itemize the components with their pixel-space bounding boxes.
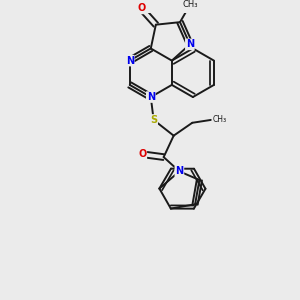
Text: N: N (186, 39, 194, 50)
Text: O: O (138, 149, 146, 159)
Text: N: N (175, 167, 183, 176)
Text: CH₃: CH₃ (212, 116, 226, 124)
Text: O: O (137, 3, 145, 14)
Text: N: N (126, 56, 134, 66)
Text: CH₃: CH₃ (183, 0, 198, 9)
Text: S: S (150, 115, 157, 125)
Text: N: N (147, 92, 155, 102)
